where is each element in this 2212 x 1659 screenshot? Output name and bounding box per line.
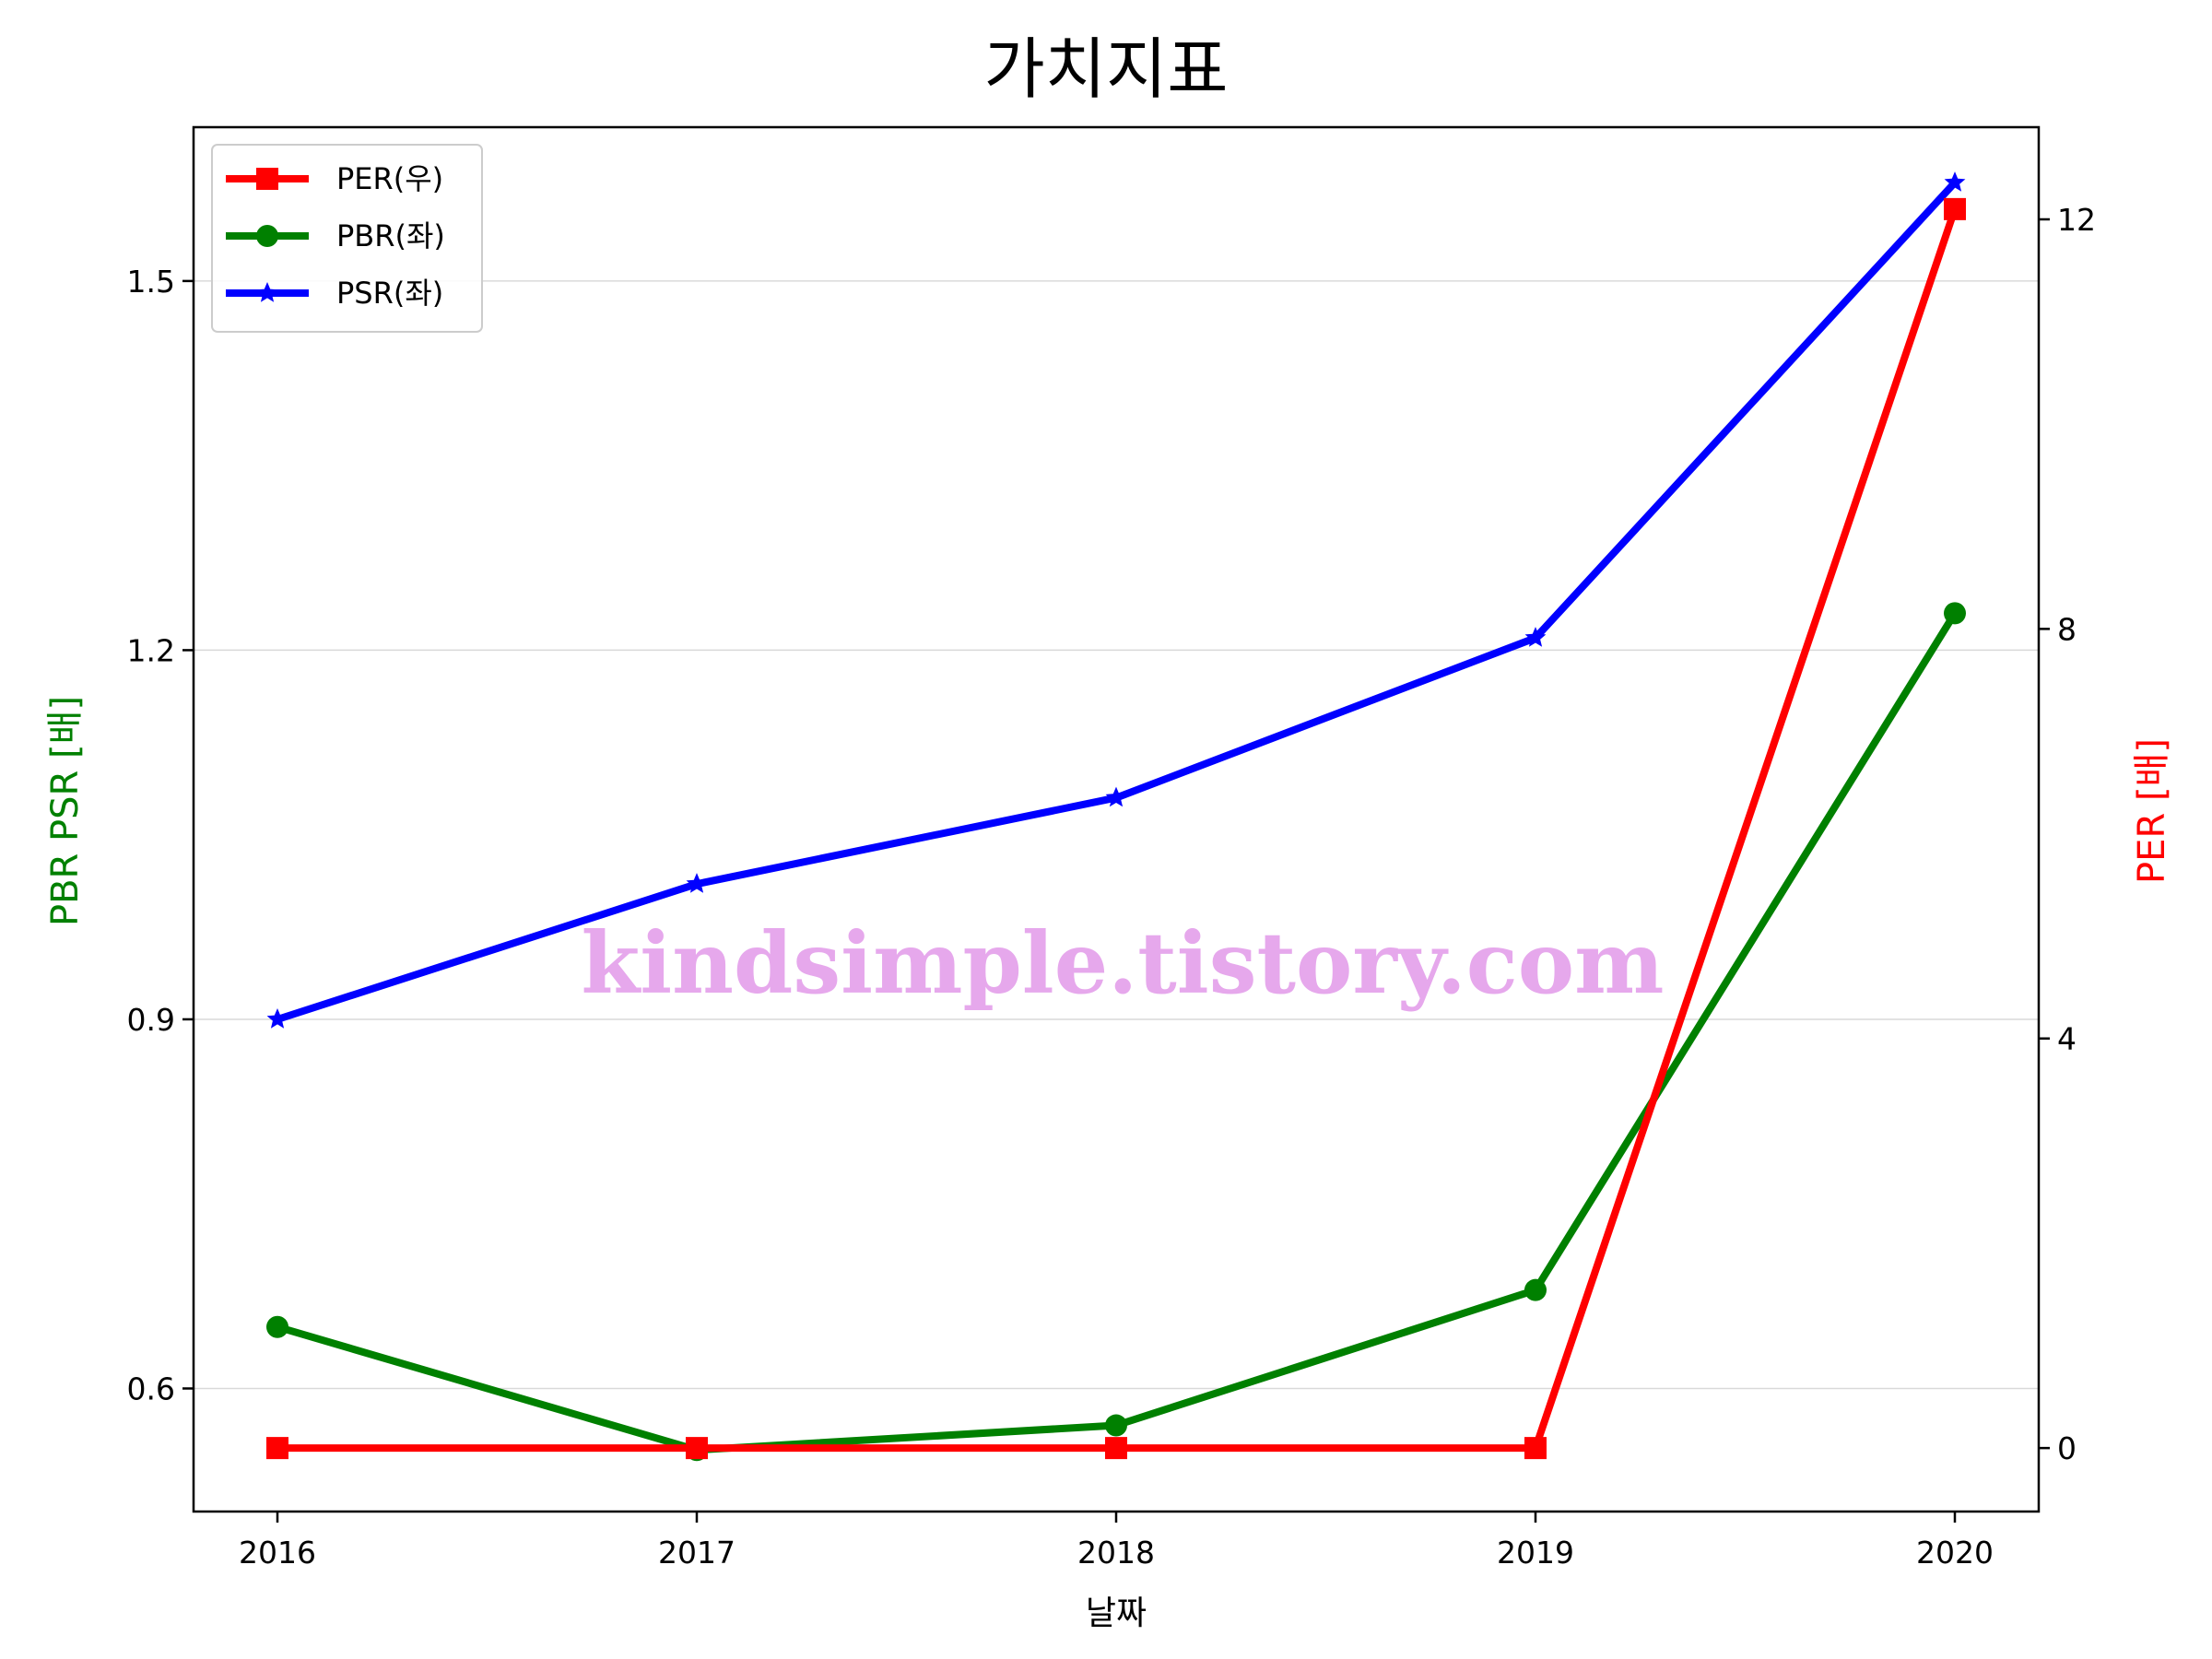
point-psr-2018 [1105, 786, 1127, 807]
x-axis-label: 날짜 [1086, 1594, 1147, 1632]
y-left-tick-label-3: 1.5 [127, 264, 175, 300]
legend: PER(우) PBR(좌) PSR(좌) [211, 144, 483, 333]
point-pbr-2019 [1524, 1278, 1547, 1301]
y-axis-right-label: PER [배] [2131, 738, 2173, 884]
y-right-tick-label-1: 4 [2057, 1021, 2077, 1057]
x-tick-label-4: 2020 [1916, 1535, 1994, 1571]
x-tick-label-0: 2016 [239, 1535, 316, 1571]
legend-marker-per [256, 168, 278, 190]
x-tick-label-1: 2017 [658, 1535, 735, 1571]
series-pbr [266, 602, 1966, 1462]
point-per-2017 [686, 1437, 708, 1460]
legend-marker-psr [256, 282, 278, 302]
grid [194, 280, 2039, 1390]
y-right-tick-label-0: 0 [2057, 1430, 2077, 1466]
series-per [266, 197, 1966, 1460]
legend-label-pbr: PBR(좌) [336, 218, 445, 253]
series-line-pbr [276, 611, 1959, 1454]
point-pbr-2018 [1105, 1414, 1127, 1437]
legend-marker-pbr [256, 225, 278, 247]
plot-frame [192, 125, 2041, 1513]
point-per-2020 [1944, 197, 1966, 220]
point-pbr-2016 [266, 1315, 288, 1338]
point-pbr-2020 [1944, 602, 1966, 625]
series-line-psr [276, 180, 1958, 1023]
point-per-2019 [1524, 1437, 1547, 1460]
y-right-tick-label-3: 12 [2057, 202, 2096, 238]
chart-title: 가치지표 [984, 30, 1229, 108]
series-line-per [277, 207, 1959, 1453]
y-left-tick-label-0: 0.6 [127, 1371, 175, 1406]
x-tick-label-3: 2019 [1497, 1535, 1574, 1571]
point-psr-2020 [1944, 171, 1966, 192]
point-per-2018 [1105, 1437, 1127, 1460]
series [266, 171, 1966, 1462]
series-psr [266, 171, 1966, 1029]
y-left-tick-label-2: 1.2 [127, 632, 175, 668]
x-tick-label-2: 2018 [1077, 1535, 1155, 1571]
watermark: kindsimple.tistory.com [581, 913, 1664, 1013]
axis-ticks: 0.6 0.9 1.2 1.5 0 4 8 12 2016 2017 2018 2019 2020 [127, 202, 2096, 1571]
legend-label-per: PER(우) [336, 161, 443, 196]
y-left-tick-label-1: 0.9 [127, 1002, 175, 1038]
legend-box [211, 144, 483, 333]
point-psr-2017 [686, 873, 708, 893]
legend-label-psr: PSR(좌) [336, 276, 443, 311]
point-psr-2016 [266, 1008, 288, 1029]
point-psr-2019 [1524, 627, 1547, 647]
y-axis-left-label: PBR PSR [배] [44, 696, 87, 926]
point-per-2016 [266, 1437, 288, 1460]
y-right-tick-label-2: 8 [2057, 611, 2077, 647]
